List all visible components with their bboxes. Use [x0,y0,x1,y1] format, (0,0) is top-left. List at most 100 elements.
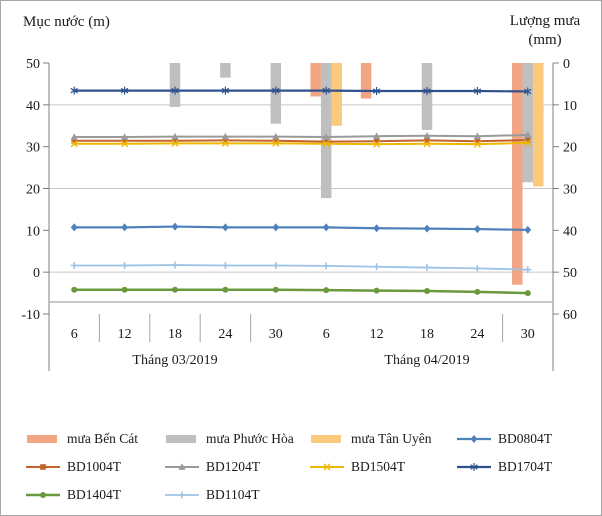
diamond-marker-icon [171,222,179,231]
triangle-marker-icon [70,133,78,140]
legend-line-swatch-icon [26,492,60,498]
legend-line-swatch-icon [165,463,199,470]
circle-marker-icon [172,286,178,293]
x-marker-icon [322,140,330,148]
axis-label: 12 [118,327,132,342]
plus-marker-icon [221,261,229,269]
legend-item-mưa Phước Hòa: mưa Phước Hòa [164,431,294,447]
axis-label: 18 [168,327,182,342]
triangle-marker-icon [171,132,179,140]
line-series-BD1104T [70,261,532,274]
x-marker-icon [524,139,532,147]
x-marker-icon [373,140,381,148]
axis-label: 20 [563,141,577,156]
axis-label: 50 [26,57,40,72]
legend-line-swatch-icon [457,463,491,471]
diamond-marker-icon [70,223,78,232]
legend-bar-swatch-icon [166,435,196,443]
square-marker-icon [121,138,128,144]
right-axis-title-line2: (mm) [528,32,562,48]
circle-marker-icon [71,286,78,293]
plus-marker-icon [322,262,330,270]
diamond-marker-icon [470,435,478,443]
legend-item-BD1404T: BD1404T [25,487,121,503]
axes: 50 40 30 20 10 0 -10 0 10 20 30 40 50 60 [21,57,577,371]
bar [512,63,523,285]
category-axis: 6 12 18 24 30 6 12 18 24 30 Tháng 03/2019 Tháng 04/… [71,314,535,368]
circle-marker-icon [40,492,46,498]
asterisk-marker-icon [70,86,78,95]
plus-marker-icon [121,261,129,269]
asterisk-marker-icon [171,86,179,95]
left-axis-title: Mục nước (m) [23,14,110,30]
axis-label: 20 [26,182,40,197]
legend-label: mưa Phước Hòa [206,431,294,446]
asterisk-marker-icon [221,86,230,95]
diamond-marker-icon [524,225,532,234]
line-series-BD1204T [70,131,532,140]
legend-label: BD0804T [498,431,552,446]
x-marker-icon [272,139,280,147]
triangle-marker-icon [373,132,381,140]
square-marker-icon [373,138,380,145]
legend-line-swatch-icon [457,435,491,443]
legend-item-BD1504T: BD1504T [309,459,405,475]
bar [331,63,342,126]
legend-label: BD1404T [67,487,121,502]
right-axis-title-line1: Lượng mưa [509,13,581,29]
legend-item-BD1104T: BD1104T [164,487,260,503]
triangle-marker-icon [221,132,229,140]
triangle-marker-icon [322,133,330,140]
line-series-BD1404T [71,286,531,297]
circle-marker-icon [474,288,481,295]
x-marker-icon [121,140,129,148]
rain-bars [169,63,544,285]
legend-label: BD1204T [206,459,260,474]
plus-marker-icon [373,263,381,271]
bar [310,63,321,97]
series-line [74,141,528,146]
square-marker-icon [424,137,430,144]
plus-marker-icon [272,261,280,269]
axis-label: Tháng 03/2019 [132,353,217,368]
series-line [74,225,528,232]
legend-item-mưa Bến Cát: mưa Bến Cát [25,431,138,447]
triangle-marker-icon [178,463,186,470]
chart-plot-svg: 50 40 30 20 10 0 -10 0 10 20 30 40 50 60 6 12 18 24 30 6 12 1… [21,57,577,371]
diamond-marker-icon [373,224,380,233]
triangle-marker-icon [423,131,431,139]
plus-marker-icon [171,261,179,269]
asterisk-marker-icon [470,463,478,471]
triangle-marker-icon [524,131,532,138]
legend-item-BD1204T: BD1204T [164,459,260,475]
legend-line-swatch-icon [26,464,60,470]
asterisk-marker-icon [524,87,532,96]
legend-label: mưa Tân Uyên [351,431,432,446]
plus-marker-icon [70,261,78,269]
series-line [74,138,528,143]
line-series-BD1004T [71,137,531,145]
legend-label: BD1004T [67,459,121,474]
diamond-marker-icon [121,223,128,232]
legend-label: mưa Bến Cát [67,431,139,446]
x-marker-icon [171,139,179,147]
axis-label: 12 [370,327,384,342]
asterisk-marker-icon [372,87,381,96]
square-marker-icon [40,464,46,470]
x-marker-icon [221,139,229,147]
axis-label: 24 [470,327,484,342]
square-marker-icon [71,138,77,144]
axis-label: 6 [323,327,330,342]
triangle-marker-icon [121,133,129,140]
diamond-marker-icon [222,223,229,232]
axis-label: -10 [21,308,40,323]
square-marker-icon [323,138,329,145]
square-marker-icon [273,138,279,144]
bar [360,63,372,99]
axis-label: 6 [71,327,78,342]
circle-marker-icon [323,287,330,294]
axis-label: 24 [218,327,232,342]
square-marker-icon [172,138,178,144]
axis-label: 30 [26,141,40,156]
